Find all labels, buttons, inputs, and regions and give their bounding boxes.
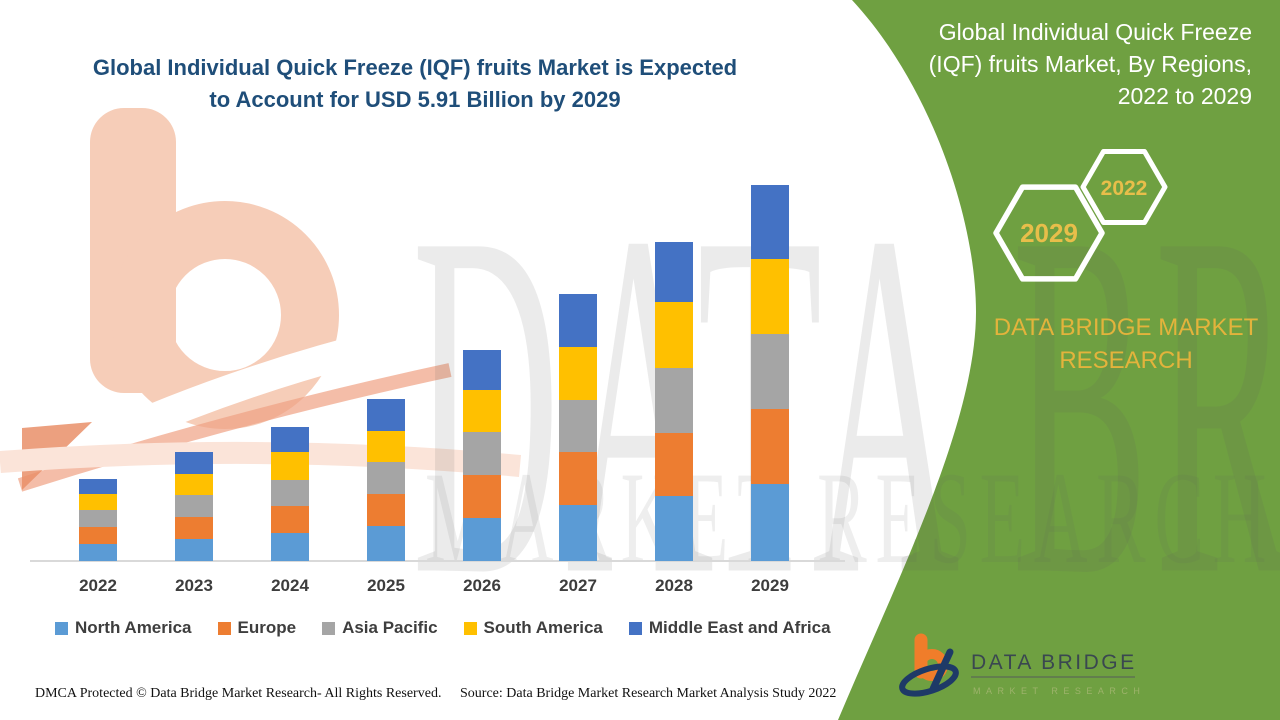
segment-middle-east-and-africa-2023 bbox=[175, 452, 213, 474]
segment-europe-2024 bbox=[271, 506, 309, 533]
legend-label-asia-pacific: Asia Pacific bbox=[342, 618, 438, 637]
segment-asia-pacific-2026 bbox=[463, 432, 501, 475]
hexagon-year-2022: 2022 bbox=[1101, 177, 1148, 200]
bar-2027 bbox=[559, 294, 597, 561]
dmca-notice: DMCA Protected © Data Bridge Market Rese… bbox=[35, 686, 442, 701]
segment-north-america-2028 bbox=[655, 496, 693, 561]
legend-item-asia-pacific: Asia Pacific bbox=[322, 618, 438, 638]
segment-asia-pacific-2024 bbox=[271, 480, 309, 506]
legend-item-north-america: North America bbox=[55, 618, 192, 638]
legend-swatch-europe bbox=[217, 621, 231, 635]
segment-europe-2029 bbox=[751, 409, 789, 484]
logo-subtext: MARKET RESEARCH bbox=[973, 686, 1145, 696]
legend-label-south-america: South America bbox=[483, 618, 603, 637]
hexagon-2029-icon bbox=[993, 184, 1105, 282]
legend-label-europe: Europe bbox=[237, 618, 297, 637]
segment-north-america-2027 bbox=[559, 505, 597, 561]
segment-north-america-2029 bbox=[751, 484, 789, 561]
segment-north-america-2022 bbox=[79, 544, 117, 561]
bar-2023 bbox=[175, 452, 213, 561]
x-axis-label-2025: 2025 bbox=[367, 576, 405, 595]
legend-item-europe: Europe bbox=[217, 618, 297, 638]
hexagon-year-2029: 2029 bbox=[1020, 218, 1078, 248]
side-panel-title-line1: Global Individual Quick Freeze bbox=[938, 19, 1252, 45]
bar-2026 bbox=[463, 350, 501, 561]
bar-2024 bbox=[271, 427, 309, 561]
segment-europe-2025 bbox=[367, 494, 405, 526]
segment-north-america-2023 bbox=[175, 539, 213, 561]
segment-asia-pacific-2022 bbox=[79, 510, 117, 527]
segment-middle-east-and-africa-2025 bbox=[367, 399, 405, 431]
x-axis-line bbox=[30, 560, 845, 562]
x-axis-label-2029: 2029 bbox=[751, 576, 789, 595]
brand-name: DATA BRIDGE MARKET RESEARCH bbox=[990, 311, 1262, 377]
segment-middle-east-and-africa-2022 bbox=[79, 479, 117, 494]
x-axis-label-2023: 2023 bbox=[175, 576, 213, 595]
logo-d-stem-icon bbox=[929, 648, 954, 693]
x-axis-label-2024: 2024 bbox=[271, 576, 309, 595]
segment-europe-2026 bbox=[463, 475, 501, 518]
bar-2022 bbox=[79, 479, 117, 561]
bar-2029 bbox=[751, 185, 789, 561]
bar-2028 bbox=[655, 242, 693, 561]
brand-name-line1: DATA BRIDGE MARKET bbox=[993, 314, 1259, 341]
segment-south-america-2026 bbox=[463, 390, 501, 432]
chart-legend: North America Europe Asia Pacific South Ame… bbox=[55, 618, 831, 638]
segment-south-america-2024 bbox=[271, 452, 309, 480]
brand-name-line2: RESEARCH bbox=[1059, 347, 1193, 374]
segment-asia-pacific-2023 bbox=[175, 495, 213, 517]
segment-south-america-2023 bbox=[175, 474, 213, 495]
legend-swatch-south-america bbox=[463, 621, 477, 635]
side-panel-title-line3: 2022 to 2029 bbox=[1117, 83, 1252, 109]
hexagon-2022-icon bbox=[1080, 149, 1168, 225]
segment-south-america-2027 bbox=[559, 347, 597, 400]
segment-europe-2023 bbox=[175, 517, 213, 539]
x-axis-label-2022: 2022 bbox=[79, 576, 117, 595]
legend-swatch-middle-east-and-africa bbox=[628, 621, 642, 635]
segment-south-america-2028 bbox=[655, 302, 693, 368]
segment-middle-east-and-africa-2029 bbox=[751, 185, 789, 259]
forecast-hexagons: 2029 2022 bbox=[993, 149, 1168, 282]
segment-asia-pacific-2028 bbox=[655, 368, 693, 433]
segment-europe-2027 bbox=[559, 452, 597, 505]
legend-item-south-america: South America bbox=[463, 618, 603, 638]
side-panel-title: Global Individual Quick Freeze (IQF) fru… bbox=[860, 16, 1252, 112]
segment-middle-east-and-africa-2028 bbox=[655, 242, 693, 302]
bar-2025 bbox=[367, 399, 405, 561]
segment-north-america-2026 bbox=[463, 518, 501, 561]
chart-title-line1: Global Individual Quick Freeze (IQF) fru… bbox=[92, 55, 738, 80]
logo-text: DATA BRIDGE bbox=[971, 651, 1137, 674]
segment-asia-pacific-2029 bbox=[751, 334, 789, 409]
segment-north-america-2024 bbox=[271, 533, 309, 561]
legend-swatch-asia-pacific bbox=[322, 621, 336, 635]
segment-europe-2022 bbox=[79, 527, 117, 544]
segment-south-america-2025 bbox=[367, 431, 405, 462]
chart-title-line2: to Account for USD 5.91 Billion by 2029 bbox=[209, 87, 621, 112]
legend-swatch-north-america bbox=[55, 621, 68, 635]
x-axis-label-2028: 2028 bbox=[655, 576, 693, 595]
segment-asia-pacific-2025 bbox=[367, 462, 405, 494]
segment-middle-east-and-africa-2026 bbox=[463, 350, 501, 390]
segment-middle-east-and-africa-2027 bbox=[559, 294, 597, 347]
segment-south-america-2022 bbox=[79, 494, 117, 510]
x-axis-label-2026: 2026 bbox=[463, 576, 501, 595]
data-bridge-logo: DATA BRIDGE MARKET RESEARCH bbox=[899, 633, 1145, 697]
segment-south-america-2029 bbox=[751, 259, 789, 334]
legend-item-middle-east-and-africa: Middle East and Africa bbox=[628, 618, 831, 638]
chart-title: Global Individual Quick Freeze (IQF) fru… bbox=[60, 52, 770, 116]
source-note: Source: Data Bridge Market Research Mark… bbox=[460, 686, 837, 701]
x-axis-label-2027: 2027 bbox=[559, 576, 597, 595]
legend-label-middle-east-and-africa: Middle East and Africa bbox=[648, 618, 831, 637]
segment-middle-east-and-africa-2024 bbox=[271, 427, 309, 452]
segment-north-america-2025 bbox=[367, 526, 405, 561]
legend-label-north-america: North America bbox=[75, 618, 192, 637]
side-panel-title-line2: (IQF) fruits Market, By Regions, bbox=[928, 51, 1252, 77]
segment-europe-2028 bbox=[655, 433, 693, 496]
segment-asia-pacific-2027 bbox=[559, 400, 597, 452]
